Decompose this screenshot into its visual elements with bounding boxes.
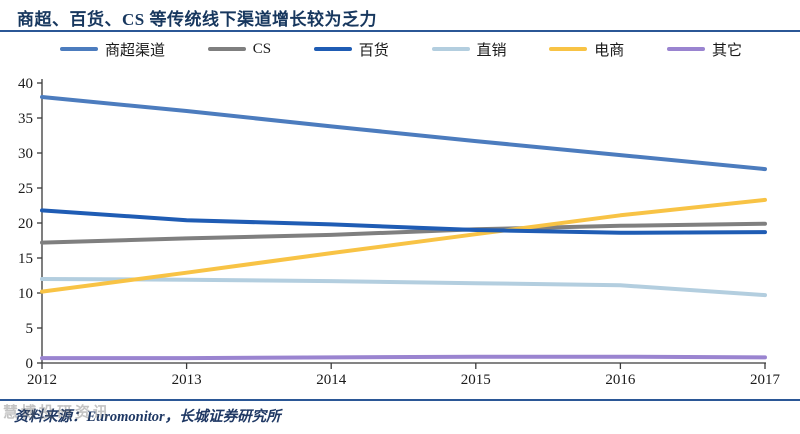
y-tick-label: 20 — [18, 216, 33, 232]
x-tick-label: 2015 — [461, 372, 491, 388]
legend-swatch-others — [666, 47, 705, 51]
y-tick-label: 25 — [18, 181, 33, 197]
legend-item-ecommerce: 电商 — [549, 39, 624, 60]
y-tick-label: 35 — [18, 111, 33, 127]
series-line-其它 — [40, 354, 767, 361]
legend-item-others: 其它 — [666, 39, 742, 60]
chart-legend: 商超渠道 CS 百货 直销 电商 其它 — [0, 39, 800, 59]
x-tick-label: 2017 — [750, 372, 781, 388]
legend-item-supermarket: 商超渠道 — [60, 39, 165, 60]
series-line-百货 — [40, 208, 767, 235]
legend-swatch-supermarket — [60, 47, 98, 51]
legend-label: 百货 — [358, 42, 389, 59]
series-line-直销 — [40, 277, 767, 298]
legend-swatch-cs — [207, 47, 246, 51]
x-tick-label: 2016 — [605, 372, 636, 388]
legend-swatch-ecommerce — [549, 47, 588, 51]
legend-swatch-direct-sales — [431, 47, 470, 51]
series-line-电商 — [40, 197, 767, 294]
legend-label: 商超渠道 — [105, 42, 166, 59]
series-line-商超渠道 — [40, 95, 767, 172]
legend-item-department-store: 百货 — [313, 39, 389, 60]
x-tick-label: 2013 — [172, 372, 202, 388]
legend-label: 直销 — [476, 42, 507, 59]
title-divider — [0, 30, 800, 32]
legend-label: CS — [252, 40, 272, 57]
legend-swatch-department-store — [313, 47, 352, 51]
y-tick-label: 40 — [18, 76, 33, 92]
y-tick-label: 0 — [26, 356, 34, 372]
legend-label: 其它 — [711, 42, 742, 59]
footer-divider — [0, 399, 800, 401]
x-tick-label: 2014 — [316, 372, 347, 388]
series-line-CS — [40, 221, 767, 245]
y-tick-label: 10 — [18, 286, 33, 302]
legend-item-direct-sales: 直销 — [431, 39, 507, 60]
legend-item-cs: CS — [207, 40, 272, 58]
y-tick-label: 15 — [18, 251, 33, 267]
x-tick-label: 2012 — [27, 372, 57, 388]
legend-label: 电商 — [594, 42, 625, 59]
source-note: 资料来源：Euromonitor，长城证券研究所 — [14, 409, 281, 425]
y-tick-label: 5 — [26, 321, 34, 337]
page-title: 商超、百货、CS 等传统线下渠道增长较为乏力 — [17, 10, 377, 29]
y-tick-label: 30 — [18, 146, 33, 162]
